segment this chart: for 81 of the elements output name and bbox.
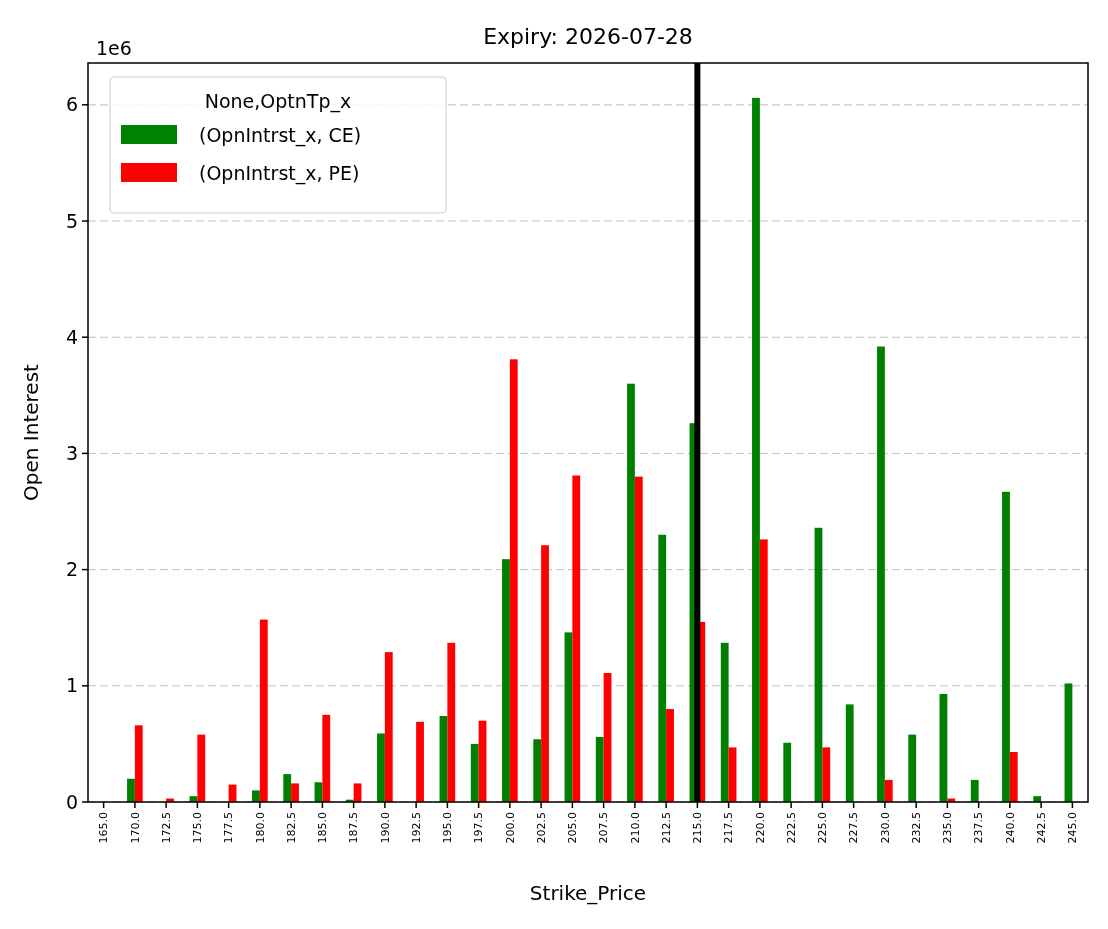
legend-label: (OpnIntrst_x, PE) — [199, 161, 360, 185]
bar — [509, 359, 518, 802]
bar — [134, 725, 143, 802]
x-tick-label: 210.0 — [628, 812, 642, 844]
bar — [970, 779, 979, 802]
x-tick-label: 175.0 — [191, 812, 205, 844]
x-tick-label: 185.0 — [316, 812, 330, 844]
x-tick-label: 227.5 — [847, 812, 861, 844]
bar — [783, 742, 792, 802]
x-tick-label: 187.5 — [347, 812, 361, 844]
x-tick-label: 180.0 — [253, 812, 267, 844]
x-tick-label: 240.0 — [1003, 812, 1017, 844]
bar — [283, 774, 292, 802]
bar — [533, 739, 542, 802]
x-tick-label: 237.5 — [972, 812, 986, 844]
x-tick-label: 242.5 — [1034, 812, 1048, 844]
bar — [666, 709, 674, 802]
bar — [572, 475, 581, 802]
x-tick-label: 220.0 — [753, 812, 767, 844]
x-tick-label: 212.5 — [659, 812, 673, 844]
x-tick-label: 222.5 — [784, 812, 798, 844]
y-tick-label: 3 — [65, 442, 78, 465]
bar — [1009, 752, 1018, 802]
bar — [759, 539, 768, 802]
bar — [377, 733, 385, 802]
y-axis-title: Open Interest — [19, 363, 43, 501]
bar — [884, 779, 893, 802]
x-tick-label: 200.0 — [503, 812, 517, 844]
x-tick-label: 205.0 — [566, 812, 580, 844]
bar — [502, 559, 510, 802]
bar — [291, 783, 299, 802]
bar — [197, 734, 206, 802]
x-tick-label: 165.0 — [97, 812, 111, 844]
bar — [877, 346, 885, 802]
x-tick-label: 202.5 — [534, 812, 548, 844]
bar — [1002, 491, 1010, 802]
x-axis-title: Strike_Price — [529, 881, 647, 905]
bar — [384, 652, 393, 802]
bar — [822, 747, 831, 802]
x-tick-label: 230.0 — [878, 812, 892, 844]
text: 1e6 — [96, 37, 132, 59]
y-tick-label: 6 — [65, 93, 78, 116]
bar — [595, 736, 604, 802]
bar — [752, 97, 760, 802]
bar — [541, 545, 549, 802]
bar — [908, 734, 917, 802]
bar — [259, 619, 268, 802]
x-tick-label: 217.5 — [722, 812, 736, 844]
x-tick-label: 215.0 — [691, 812, 705, 844]
y-tick-label: 5 — [65, 209, 78, 232]
x-tick-label: 182.5 — [284, 812, 298, 844]
x-tick-label: 245.0 — [1066, 812, 1080, 844]
bar — [470, 743, 479, 802]
x-tick-label: 177.5 — [222, 812, 236, 844]
legend-title: None,OptnTp_x — [204, 90, 352, 113]
y-tick-label: 0 — [65, 790, 78, 813]
x-tick-label: 235.0 — [941, 812, 955, 844]
chart-title: Expiry: 2026-07-28 — [483, 24, 693, 49]
bar — [252, 790, 260, 802]
y-tick-label: 4 — [65, 325, 78, 348]
x-tick-label: 207.5 — [597, 812, 611, 844]
x-tick-label: 172.5 — [159, 812, 173, 844]
bar — [627, 383, 635, 802]
bar — [416, 721, 424, 802]
x-tick-label: 225.0 — [816, 812, 830, 844]
x-tick-label: 232.5 — [909, 812, 923, 844]
y-tick-label: 1 — [65, 674, 78, 697]
y-tick-label: 2 — [65, 558, 78, 581]
bar — [447, 642, 456, 802]
bar — [127, 778, 135, 802]
legend-label: (OpnIntrst_x, CE) — [199, 123, 362, 147]
x-tick-label: 170.0 — [128, 812, 142, 844]
x-tick-label: 192.5 — [409, 812, 423, 844]
bar — [322, 714, 331, 802]
bar — [634, 476, 643, 802]
x-tick-label: 195.0 — [441, 812, 455, 844]
x-tick-label: 190.0 — [378, 812, 392, 844]
bar — [658, 534, 667, 802]
bar — [845, 704, 854, 802]
bar — [720, 642, 729, 802]
x-tick-label: 197.5 — [472, 812, 486, 844]
